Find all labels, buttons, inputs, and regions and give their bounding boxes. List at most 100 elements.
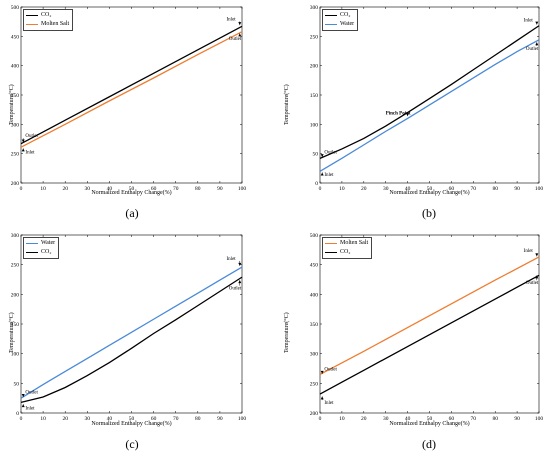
plot-frame <box>20 6 243 184</box>
annotation-label: Outlet <box>229 37 242 42</box>
legend-label: CO₂ <box>340 12 351 18</box>
x-tick-label: 50 <box>427 416 433 422</box>
x-tick-label: 0 <box>319 186 322 192</box>
annotation-arrowhead <box>535 42 539 46</box>
series-line-0 <box>319 25 540 159</box>
annotation-label: Inlet <box>227 257 237 262</box>
legend-label: Molten Salt <box>340 240 369 246</box>
annotation-label: Outlet <box>25 134 38 139</box>
annotation-arrowhead <box>21 148 25 152</box>
x-tick-label: 100 <box>238 416 247 422</box>
annotation-label: Outlet <box>324 151 337 156</box>
series-line-0 <box>20 266 243 399</box>
y-axis-label: Temperature(°C) <box>284 312 290 353</box>
x-tick-label: 10 <box>40 416 46 422</box>
y-tick-label: 150 <box>310 93 319 99</box>
x-tick-label: 90 <box>217 416 223 422</box>
annotation-label: Inlet <box>524 249 534 254</box>
x-tick-label: 90 <box>514 416 520 422</box>
panel-label: (d) <box>422 437 436 451</box>
x-tick-label: 60 <box>449 186 455 192</box>
x-tick-label: 80 <box>195 416 201 422</box>
annotation-arrowhead <box>21 139 25 143</box>
annotation-label: Inlet <box>227 17 237 22</box>
series-line-1 <box>20 31 243 148</box>
annotation-arrowhead <box>238 33 242 37</box>
x-axis-label: Normalized Enthalpy Change(%) <box>389 190 470 196</box>
legend-swatch <box>26 24 38 25</box>
x-tick-label: 100 <box>535 186 544 192</box>
legend-entry: CO₂ <box>325 248 368 257</box>
panel-label: (a) <box>125 206 139 220</box>
legend-label: CO₂ <box>41 249 52 255</box>
x-tick-label: 50 <box>129 186 135 192</box>
y-tick-label: 0 <box>16 411 19 417</box>
legend-swatch <box>26 252 38 253</box>
panel-label: (c) <box>125 437 139 451</box>
line-chart-c: 0 10 20 30 40 50 60 70 80 90 100 0 50 100 150 200 250 300… <box>11 233 247 422</box>
x-tick-label: 0 <box>20 416 23 422</box>
x-tick-label: 100 <box>535 416 544 422</box>
y-tick-label: 100 <box>310 122 319 128</box>
y-tick-label: 300 <box>310 5 319 11</box>
x-tick-label: 10 <box>40 186 46 192</box>
x-axis-label: Normalized Enthalpy Change(%) <box>389 421 470 427</box>
legend-swatch <box>325 252 337 253</box>
annotation-arrowhead <box>238 280 242 284</box>
panel-label: (b) <box>422 206 436 220</box>
x-tick-label: 40 <box>405 186 411 192</box>
line-chart-a: 0 10 20 30 40 50 60 70 80 90 100 200 250 300 350 400 450… <box>11 5 247 192</box>
annotation-arrowhead <box>238 22 242 26</box>
y-tick-label: 500 <box>310 233 319 239</box>
annotation-arrowhead <box>320 370 324 374</box>
chart-panel-a: Temperature(°C) 0 10 20 30 40 50 60 70 80 90 100 20… <box>0 0 275 228</box>
x-tick-label: 80 <box>492 416 498 422</box>
legend: Molten Salt CO₂ <box>322 237 373 259</box>
x-tick-label: 30 <box>85 186 91 192</box>
annotation-label: Outlet <box>526 47 539 52</box>
annotation-arrowhead <box>535 21 539 25</box>
series-line-1 <box>20 276 243 403</box>
annotation-arrowhead <box>406 113 410 117</box>
y-tick-label: 250 <box>310 381 319 387</box>
x-tick-label: 90 <box>514 186 520 192</box>
y-tick-label: 200 <box>310 64 319 70</box>
x-tick-label: 20 <box>62 416 68 422</box>
y-tick-label: 350 <box>310 322 319 328</box>
y-tick-label: 250 <box>310 34 319 40</box>
y-tick-label: 200 <box>11 181 20 187</box>
y-tick-label: 200 <box>310 411 319 417</box>
legend-swatch <box>325 15 337 16</box>
y-tick-label: 400 <box>11 64 20 70</box>
x-tick-label: 20 <box>361 416 367 422</box>
annotation-arrowhead <box>320 172 324 176</box>
chart-panel-c: Temperature(°C) 0 10 20 30 40 50 60 70 80 90 100 0 5… <box>0 228 275 456</box>
legend-swatch <box>325 243 337 244</box>
annotation-arrowhead <box>238 262 242 266</box>
legend-entry: CO₂ <box>26 248 55 257</box>
y-tick-label: 300 <box>11 122 20 128</box>
legend-label: CO₂ <box>340 249 351 255</box>
x-tick-label: 40 <box>107 416 113 422</box>
x-tick-label: 70 <box>173 416 179 422</box>
legend-entry: Water <box>325 20 354 29</box>
x-axis-label: Normalized Enthalpy Change(%) <box>91 421 172 427</box>
x-tick-label: 20 <box>361 186 367 192</box>
line-chart-d: 0 10 20 30 40 50 60 70 80 90 100 200 250 300 350 400 450… <box>310 233 544 422</box>
y-tick-label: 400 <box>310 292 319 298</box>
annotation-arrowhead <box>320 154 324 158</box>
x-tick-label: 70 <box>471 186 477 192</box>
line-chart-b: 0 10 20 30 40 50 60 70 80 90 100 0 50 100 150 200 250 300… <box>310 5 544 192</box>
x-tick-label: 60 <box>151 416 157 422</box>
annotation-arrowhead <box>21 393 25 397</box>
legend: CO₂ Water <box>322 9 359 31</box>
y-axis-label: Temperature(°C) <box>284 84 290 125</box>
y-tick-label: 500 <box>11 5 20 11</box>
annotation-label: Outlet <box>229 287 242 292</box>
legend-entry: CO₂ <box>325 11 354 20</box>
x-tick-label: 30 <box>383 416 389 422</box>
legend-swatch <box>26 15 38 16</box>
y-tick-label: 450 <box>310 263 319 269</box>
y-tick-label: 50 <box>313 152 319 158</box>
plot-frame <box>20 234 243 414</box>
